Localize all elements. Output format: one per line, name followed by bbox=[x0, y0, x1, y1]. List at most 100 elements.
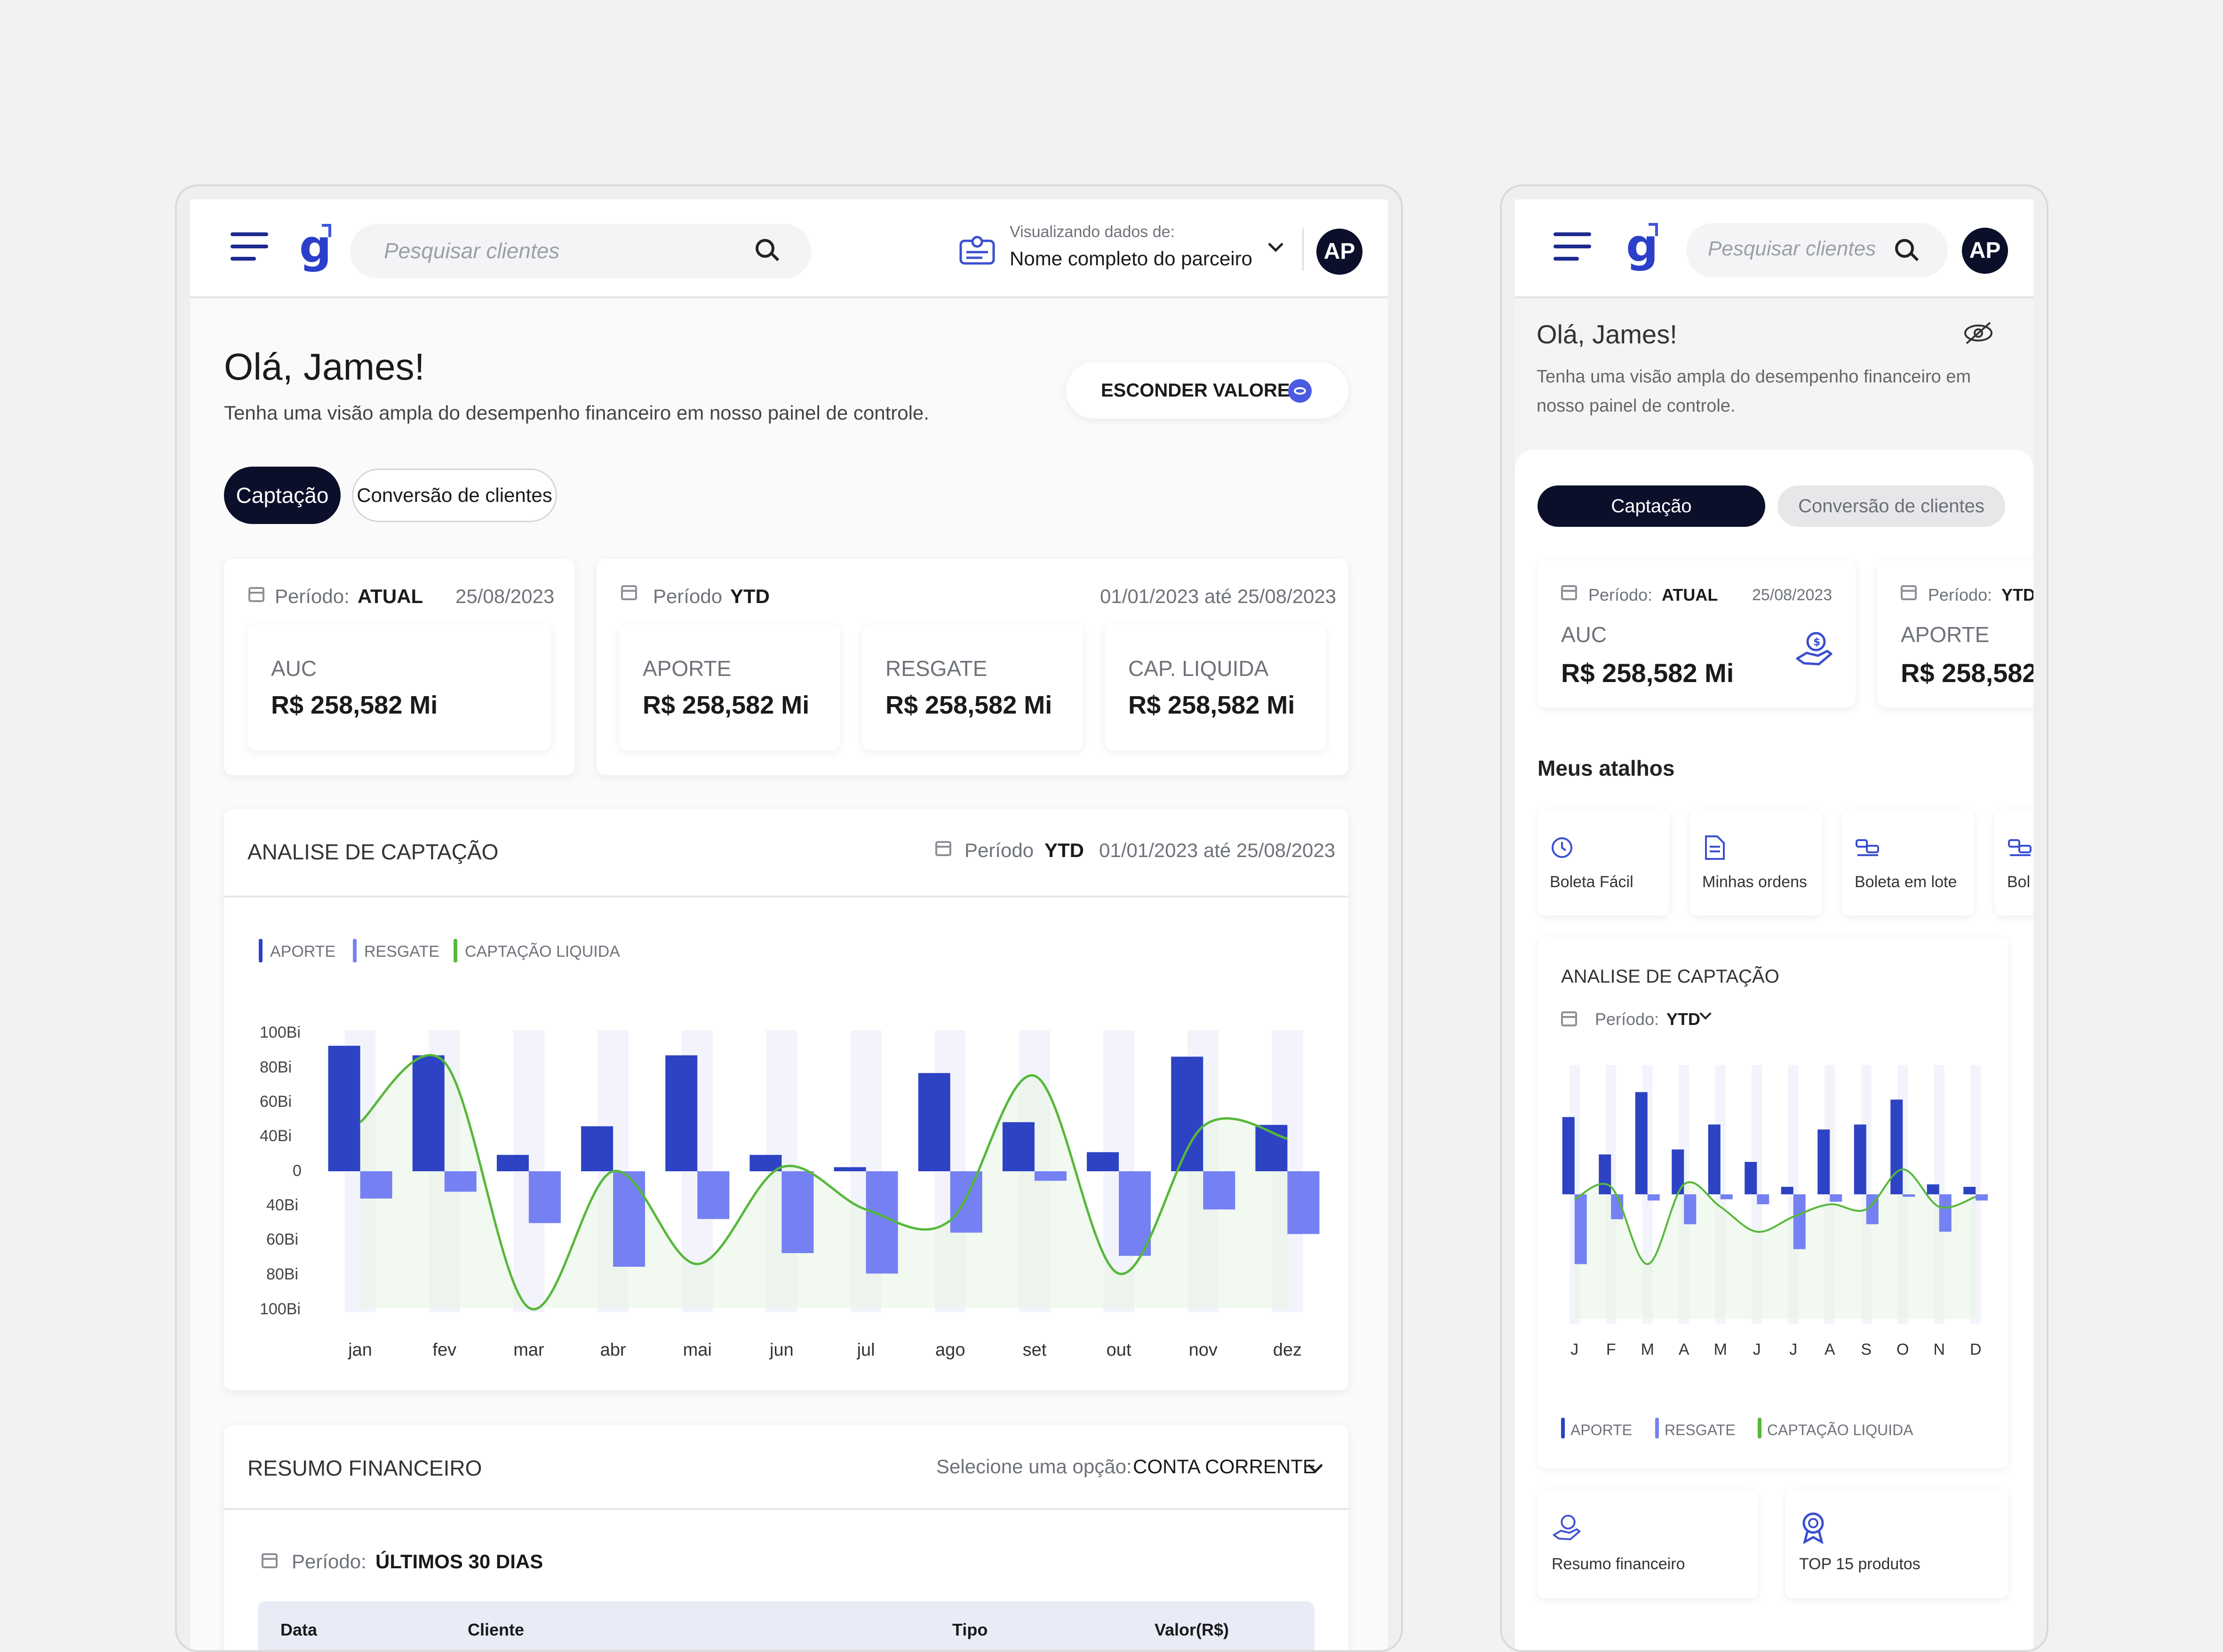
bar-resgate[interactable] bbox=[1119, 1171, 1151, 1256]
search-input[interactable]: Pesquisar clientes bbox=[384, 238, 560, 263]
bar-resgate[interactable] bbox=[1684, 1194, 1697, 1224]
tab-conversao[interactable]: Conversão de clientes bbox=[352, 469, 557, 522]
bar-resgate[interactable] bbox=[1830, 1194, 1842, 1202]
bar-resgate[interactable] bbox=[1757, 1194, 1769, 1205]
x-tick-label: out bbox=[1107, 1340, 1131, 1360]
bar-resgate[interactable] bbox=[1903, 1194, 1915, 1197]
analysis-period-label: Período bbox=[964, 839, 1034, 861]
y-tick: 80Bi bbox=[260, 1058, 292, 1076]
legend-resgate: RESGATE bbox=[1665, 1422, 1736, 1438]
tab-captacao[interactable]: Captação bbox=[224, 467, 341, 524]
bar-resgate[interactable] bbox=[1203, 1171, 1235, 1210]
legend-aporte: APORTE bbox=[1570, 1422, 1632, 1438]
shortcut-boleta-em-lote[interactable]: Boleta em lote bbox=[1842, 809, 1974, 915]
bar-resgate[interactable] bbox=[1647, 1194, 1660, 1201]
column-tipo[interactable]: Tipo bbox=[952, 1620, 988, 1639]
bar-aporte[interactable] bbox=[1708, 1124, 1721, 1194]
bar-resgate[interactable] bbox=[360, 1171, 392, 1199]
y-tick: 100Bi bbox=[260, 1024, 301, 1041]
bar-resgate[interactable] bbox=[1287, 1171, 1320, 1234]
page-subtitle: Tenha uma visão ampla do desempenho fina… bbox=[1537, 367, 1971, 416]
bar-aporte[interactable] bbox=[496, 1155, 529, 1171]
tab-conversao[interactable]: Conversão de clientes bbox=[1777, 485, 2005, 527]
bar-aporte[interactable] bbox=[1599, 1154, 1611, 1194]
net-line bbox=[1574, 1168, 1976, 1265]
shortcut-resumo-financeiro[interactable]: Resumo financeiro bbox=[1538, 1489, 1758, 1598]
summary-period-label: Período: bbox=[292, 1550, 367, 1573]
search-input[interactable]: Pesquisar clientes bbox=[1708, 237, 1876, 260]
phone-screen: g Pesquisar clientes AP Olá, James! Tenh… bbox=[1515, 199, 2033, 1650]
bar-aporte[interactable] bbox=[1927, 1184, 1939, 1194]
tab-captacao[interactable]: Captação bbox=[1538, 485, 1765, 527]
aporte-value: R$ 258,582 Mi bbox=[643, 691, 810, 719]
bar-resgate[interactable] bbox=[1720, 1194, 1733, 1199]
bar-resgate[interactable] bbox=[613, 1171, 645, 1267]
menu-icon[interactable] bbox=[1554, 232, 1591, 269]
search-icon[interactable] bbox=[756, 239, 774, 258]
avatar[interactable]: AP bbox=[1962, 228, 2008, 274]
bar-resgate[interactable] bbox=[444, 1171, 477, 1192]
search-icon[interactable] bbox=[1895, 239, 1914, 258]
search-field[interactable]: Pesquisar clientes bbox=[350, 224, 811, 278]
aporte-value: R$ 258,582 bbox=[1901, 658, 2033, 688]
bar-aporte[interactable] bbox=[918, 1073, 950, 1171]
bar-resgate[interactable] bbox=[866, 1171, 898, 1274]
bar-resgate[interactable] bbox=[1574, 1194, 1587, 1264]
shortcut-boleta-facil[interactable]: Boleta Fácil bbox=[1538, 809, 1669, 915]
bar-resgate[interactable] bbox=[950, 1171, 982, 1233]
period-value: YTD bbox=[2001, 585, 2033, 604]
bar-aporte[interactable] bbox=[1890, 1099, 1903, 1194]
column-data[interactable]: Data bbox=[280, 1620, 318, 1639]
bar-resgate[interactable] bbox=[1793, 1194, 1806, 1249]
column-cliente[interactable]: Cliente bbox=[468, 1620, 525, 1639]
x-tick-label: M bbox=[1641, 1341, 1654, 1357]
auc-label: AUC bbox=[1561, 622, 1607, 647]
y-tick: 40Bi bbox=[260, 1127, 292, 1145]
bar-aporte[interactable] bbox=[1963, 1187, 1976, 1194]
bar-aporte[interactable] bbox=[1171, 1056, 1203, 1171]
avatar[interactable]: AP bbox=[1316, 229, 1362, 275]
shortcut-bol[interactable]: Bol bbox=[1995, 809, 2033, 915]
bar-aporte[interactable] bbox=[581, 1126, 614, 1171]
bar-resgate[interactable] bbox=[781, 1171, 814, 1253]
bar-resgate[interactable] bbox=[1939, 1194, 1952, 1232]
y-tick: 0 bbox=[293, 1162, 302, 1180]
tablet-mockup: g Pesquisar clientes Visualizando dados … bbox=[175, 184, 1403, 1652]
bar-aporte[interactable] bbox=[1817, 1129, 1830, 1194]
bar-resgate[interactable] bbox=[697, 1171, 730, 1219]
top-bar: g Pesquisar clientes Visualizando dados … bbox=[190, 199, 1388, 298]
bar-aporte[interactable] bbox=[665, 1055, 698, 1172]
bar-aporte[interactable] bbox=[1635, 1092, 1648, 1194]
bar-aporte[interactable] bbox=[1562, 1117, 1575, 1194]
bar-resgate[interactable] bbox=[1034, 1171, 1067, 1181]
menu-icon[interactable] bbox=[231, 232, 268, 269]
bar-aporte[interactable] bbox=[1745, 1162, 1757, 1194]
search-field[interactable]: Pesquisar clientes bbox=[1686, 223, 1948, 278]
eye-off-icon[interactable] bbox=[1963, 320, 1994, 346]
money-hand-icon bbox=[1553, 1515, 1581, 1541]
x-tick-label: jun bbox=[769, 1340, 794, 1360]
shortcut-minhas-ordens[interactable]: Minhas ordens bbox=[1690, 809, 1822, 915]
period-current-card: Período: ATUAL 25/08/2023 AUC R$ 258,582… bbox=[224, 559, 575, 775]
period-label: Período: bbox=[1928, 585, 1992, 604]
shortcut-top15[interactable]: TOP 15 produtos bbox=[1785, 1489, 2008, 1598]
column-valor[interactable]: Valor(R$) bbox=[1155, 1620, 1229, 1639]
bar-aporte[interactable] bbox=[1781, 1187, 1793, 1194]
cap-liquida-label: CAP. LIQUIDA bbox=[1128, 656, 1269, 681]
summary-select[interactable]: CONTA CORRENTE bbox=[1133, 1455, 1316, 1477]
period-label: Período bbox=[653, 585, 723, 607]
bar-resgate[interactable] bbox=[1976, 1194, 1988, 1201]
bar-aporte[interactable] bbox=[1854, 1124, 1866, 1194]
bar-aporte[interactable] bbox=[834, 1167, 866, 1171]
hide-values-button[interactable]: ESCONDER VALORES bbox=[1066, 362, 1348, 419]
partner-name[interactable]: Nome completo do parceiro bbox=[1010, 247, 1252, 270]
chevron-down-icon[interactable] bbox=[1268, 237, 1283, 252]
bar-aporte[interactable] bbox=[1087, 1152, 1119, 1171]
x-tick-label: fev bbox=[432, 1340, 456, 1360]
bar-aporte[interactable] bbox=[1002, 1122, 1035, 1171]
bar-aporte[interactable] bbox=[412, 1055, 445, 1172]
bar-aporte[interactable] bbox=[328, 1046, 360, 1171]
chevron-down-icon[interactable] bbox=[1699, 1008, 1712, 1020]
bar-resgate[interactable] bbox=[528, 1171, 561, 1223]
analysis-chart: jan fev mar abr mai jun jul ago set out nov dez bbox=[328, 1030, 1320, 1360]
